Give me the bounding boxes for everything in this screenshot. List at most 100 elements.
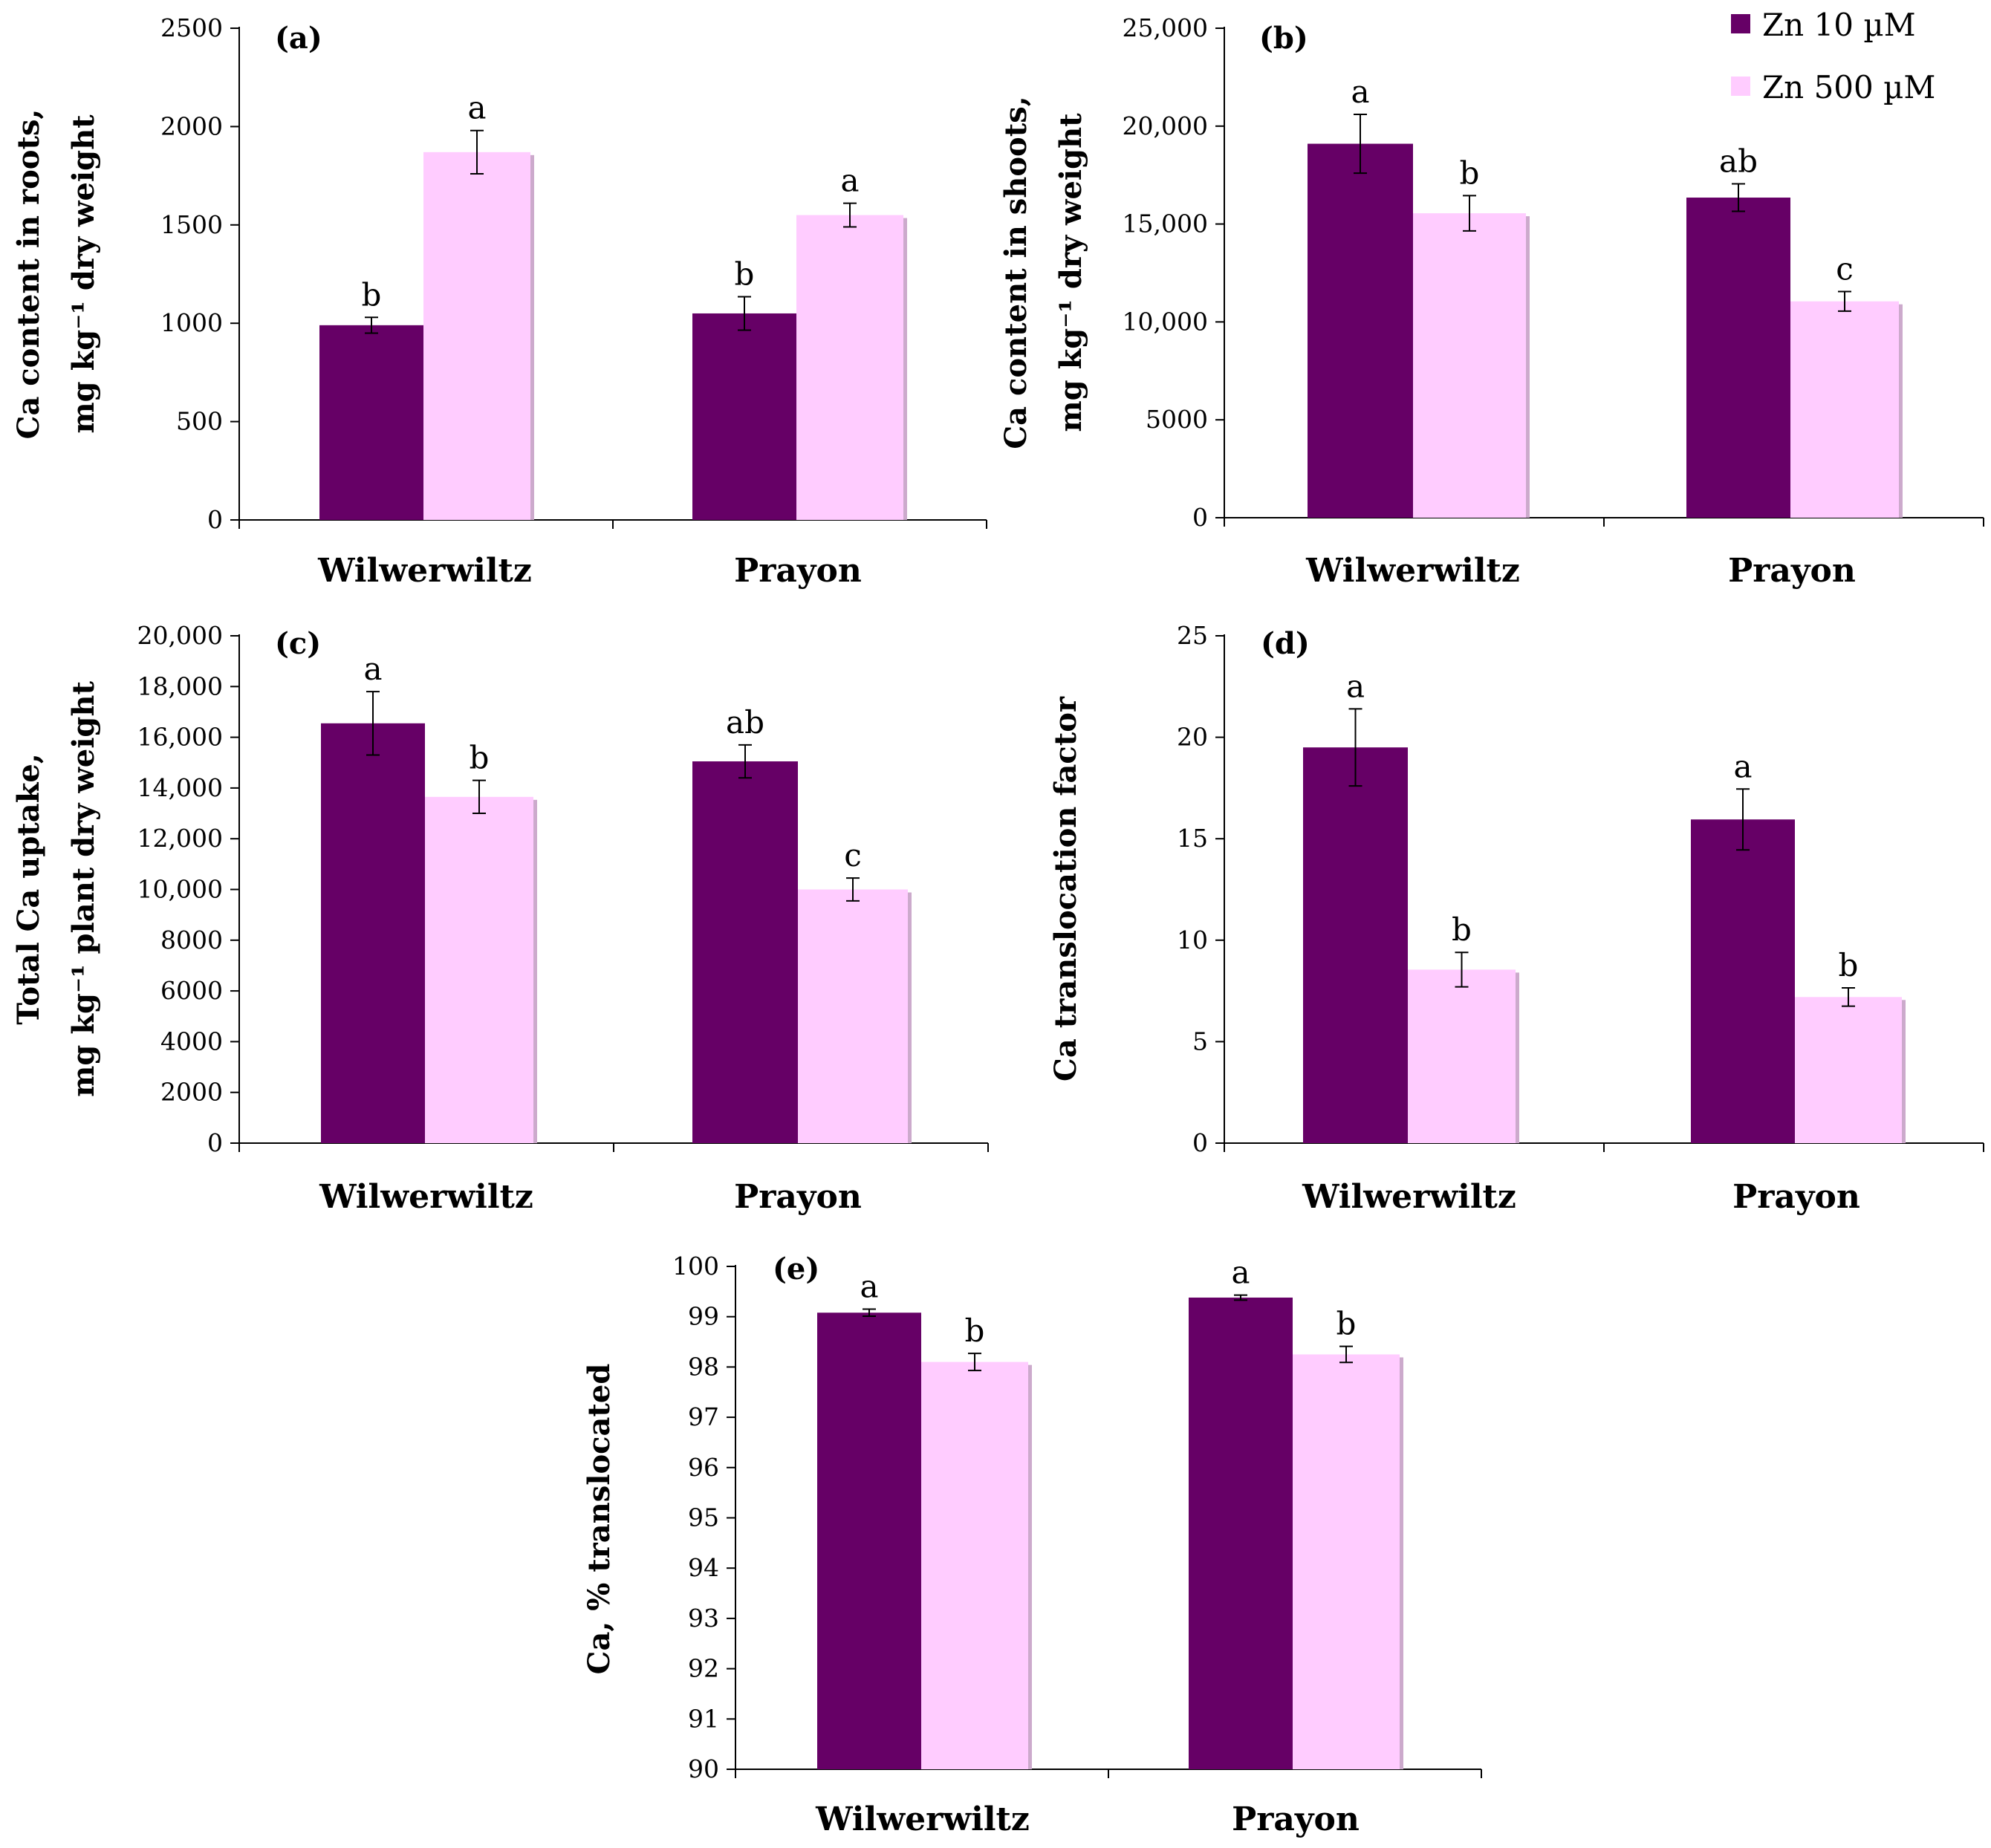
panel-label: (c) [275,626,321,661]
category-label: Wilwerwiltz [319,1178,533,1216]
legend-swatch-zn500 [1731,77,1750,96]
significance-letter: a [1733,748,1752,784]
bar-zn500-prayon [1795,997,1902,1143]
y-tick-label: 5 [1192,1027,1208,1055]
category-label: Prayon [1728,552,1856,590]
y-tick-label: 98 [688,1352,719,1381]
panel-label: (e) [773,1252,819,1286]
bar-zn10-prayon [1691,819,1795,1143]
y-tick-label: 15,000 [1123,209,1208,238]
y-tick-label: 8000 [160,925,223,954]
category-label: Wilwerwiltz [317,552,532,590]
y-tick-label: 95 [688,1503,719,1532]
y-axis-label: Total Ca uptake, [11,753,46,1025]
panel-label: (b) [1259,21,1308,56]
y-tick-label: 500 [176,407,223,436]
y-tick-label: 1000 [160,308,223,337]
category-label: Prayon [734,552,862,590]
chart-panel-c: 0 2000 4000 6000 8000 10,000 12,000 14,000 16,00… [11,621,989,1216]
category-label: Wilwerwiltz [815,1800,1030,1838]
significance-letter: a [840,163,859,199]
bar-zn500-prayon [1293,1354,1400,1769]
y-axis-label: Ca translocation factor [1048,696,1083,1081]
y-tick-label: 90 [688,1754,719,1783]
significance-letter: a [1351,74,1369,110]
y-tick-label: 12,000 [137,824,223,853]
y-tick-label: 0 [207,505,223,534]
category-label: Wilwerwiltz [1305,552,1520,590]
bar-zn10-wilwerwiltz [1303,747,1408,1143]
panel-label: (d) [1261,626,1310,661]
significance-letter: b [1460,154,1480,191]
y-tick-label: 10,000 [137,875,223,904]
significance-letter: b [965,1312,985,1349]
significance-letter: b [735,256,755,292]
y-tick-label: 94 [688,1553,719,1582]
y-tick-label: 14,000 [137,773,223,802]
legend-label-zn10: Zn 10 µM [1762,7,1916,43]
significance-letter: a [363,651,382,687]
category-label: Prayon [1232,1800,1360,1838]
bar-zn500-wilwerwiltz [921,1361,1028,1769]
chart-panel-e: 90 91 92 93 94 95 96 97 98 99 100 a b Wilwerwiltz a b Pr… [582,1252,1482,1838]
category-label: Prayon [1732,1178,1860,1216]
significance-letter: c [1836,251,1854,287]
y-tick-label: 93 [688,1604,719,1633]
y-tick-label: 2500 [160,13,223,42]
category-label: Prayon [734,1178,862,1216]
y-tick-label: 97 [688,1402,719,1431]
bar-zn10-wilwerwiltz [319,325,423,520]
bar-zn500-wilwerwiltz [1413,213,1526,518]
y-tick-label: 25,000 [1123,13,1208,42]
significance-letter: b [1839,947,1859,983]
panel-label: (a) [275,21,322,56]
y-tick-label: 10 [1177,925,1208,954]
y-tick-label: 99 [688,1302,719,1331]
y-tick-label: 92 [688,1654,719,1683]
y-tick-label: 25 [1177,621,1208,650]
y-tick-label: 0 [1192,1128,1208,1157]
bar-zn500-prayon [1790,301,1899,518]
bar-zn10-prayon [1686,198,1790,518]
legend: Zn 10 µM Zn 500 µM [1731,7,1935,105]
y-axis-label: mg kg⁻¹ dry weight [66,114,101,434]
bar-zn500-prayon [798,889,908,1143]
y-tick-label: 20 [1177,723,1208,752]
y-axis-label: Ca, % translocated [582,1364,617,1675]
significance-letter: b [1336,1306,1357,1342]
chart-panel-a: 0 500 1000 1500 2000 2500 b a Wilwerwiltz b a Prayo… [11,13,987,590]
y-tick-label: 1500 [160,210,223,239]
significance-letter: a [1231,1255,1250,1291]
y-axis-label: Ca content in roots, [11,109,46,440]
bar-zn10-prayon [692,761,798,1143]
y-tick-label: 2000 [160,1078,223,1107]
bar-zn500-wilwerwiltz [423,152,530,520]
significance-letter: b [1452,911,1472,948]
y-axis-label: Ca content in shoots, [998,96,1033,449]
bar-zn10-prayon [1189,1297,1293,1769]
bar-zn10-wilwerwiltz [321,723,425,1143]
y-tick-label: 100 [672,1252,719,1281]
bar-zn500-wilwerwiltz [1408,969,1516,1143]
y-tick-label: 0 [1192,503,1208,532]
y-tick-label: 20,000 [137,621,223,650]
y-tick-label: 91 [688,1704,719,1733]
chart-panel-d: 0 5 10 15 20 25 a b Wilwerwiltz a b Prayon (d) Ca tra… [1048,621,1984,1216]
bar-zn10-wilwerwiltz [1308,143,1413,518]
y-tick-label: 0 [207,1128,223,1157]
y-tick-label: 2000 [160,111,223,140]
significance-letter: a [1346,668,1365,704]
significance-letter: a [860,1269,878,1305]
y-axis-label: mg kg⁻¹ dry weight [1053,113,1088,432]
chart-panel-b: 0500010,00015,00020,00025,000abWilwerwil… [998,13,1984,590]
y-tick-label: 18,000 [137,671,223,700]
y-tick-label: 5000 [1146,405,1208,434]
y-tick-label: 15 [1177,824,1208,853]
significance-letter: b [362,276,382,313]
significance-letter: ab [1719,143,1758,180]
y-tick-label: 20,000 [1123,111,1208,140]
y-tick-label: 16,000 [137,723,223,752]
category-label: Wilwerwiltz [1302,1178,1516,1216]
y-tick-label: 6000 [160,976,223,1005]
